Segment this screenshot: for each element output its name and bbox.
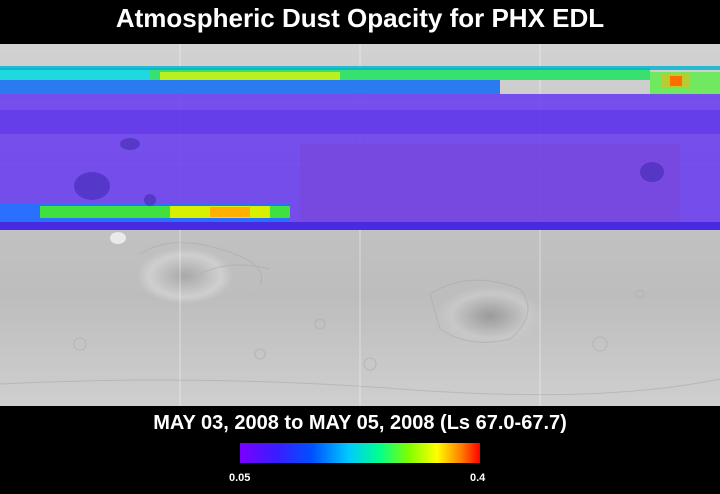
color-scale-max-label: 0.4 [470, 472, 486, 484]
dust-band-lower-shade [300, 144, 680, 224]
north-strip-blue [0, 80, 500, 94]
mars-map [0, 44, 720, 406]
south-strip-orange [210, 207, 250, 217]
dust-band-upper [0, 110, 720, 134]
north-strip-yellow [160, 72, 340, 80]
date-range-label: MAY 03, 2008 to MAY 05, 2008 (Ls 67.0-67… [153, 412, 567, 434]
color-scale-min-label: 0.05 [229, 472, 251, 484]
south-edge [0, 222, 720, 230]
color-scale-bar [240, 443, 480, 463]
crater-south [110, 232, 126, 244]
volcano-shading [74, 138, 664, 206]
north-strip-top [0, 66, 720, 70]
map-title: Atmospheric Dust Opacity for PHX EDL [115, 3, 605, 33]
dust-overlay [0, 44, 720, 406]
north-peak-ring [662, 74, 690, 88]
terrain-texture [0, 242, 720, 396]
